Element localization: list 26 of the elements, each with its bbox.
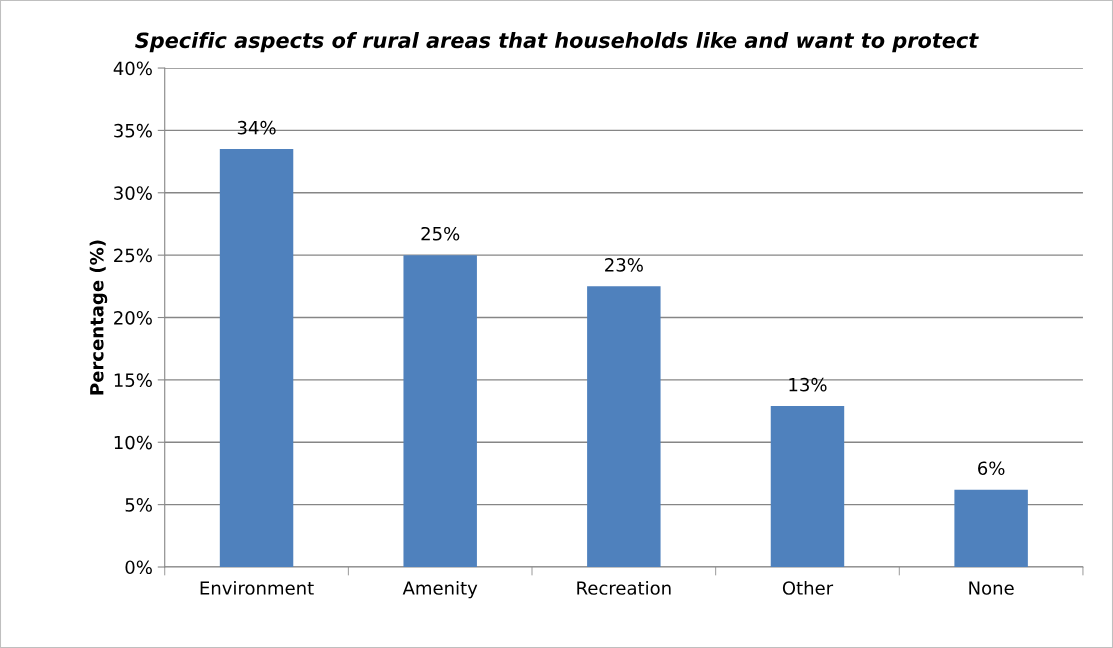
x-tick-label: Environment (200, 580, 314, 595)
y-tick-label: 10% (114, 435, 152, 450)
data-label: 23% (605, 258, 643, 272)
chart-title: Specific aspects of rural areas that households like and want to protect (135, 32, 979, 53)
data-label: 34% (237, 120, 276, 135)
bar (219, 149, 294, 567)
x-tick-label: Amenity (402, 580, 478, 599)
x-tick-label: None (969, 581, 1014, 595)
y-tick-label: 25% (114, 248, 152, 263)
y-tick-label: 20% (114, 310, 152, 325)
y-axis-title: Percentage (%) (89, 240, 108, 395)
x-tick-label: Other (782, 580, 834, 595)
data-label: 25% (421, 226, 460, 241)
y-tick-label: 0% (125, 560, 152, 575)
bar (770, 406, 845, 567)
y-tick-label: 5% (125, 498, 152, 512)
bar (954, 489, 1028, 567)
bar (403, 255, 477, 567)
y-tick-label: 30% (114, 186, 152, 200)
y-tick-label: 40% (113, 61, 152, 76)
data-label: 13% (789, 377, 827, 392)
y-tick-label: 15% (114, 373, 152, 388)
data-label: 6% (978, 461, 1005, 476)
bar (587, 286, 661, 567)
y-tick-label: 35% (114, 123, 152, 138)
x-tick-label: Recreation (577, 580, 671, 595)
